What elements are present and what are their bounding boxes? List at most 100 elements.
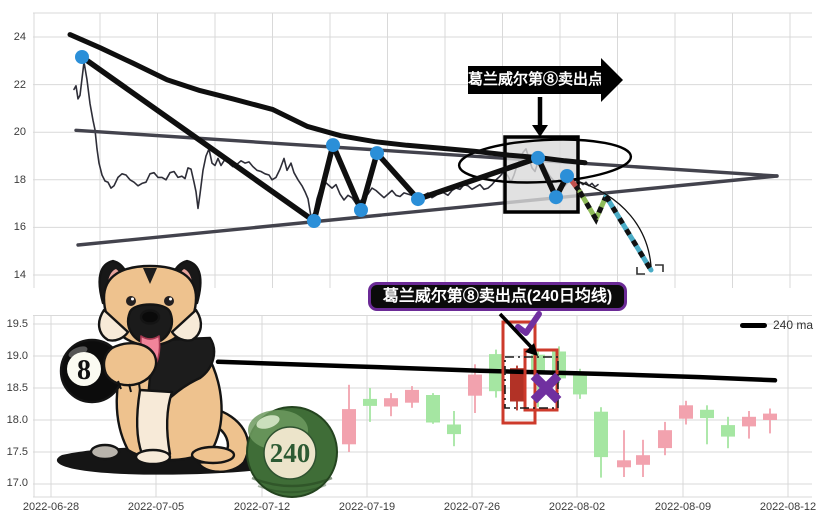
dog-right-eye bbox=[164, 296, 174, 306]
dog-foreleg bbox=[136, 388, 174, 456]
bot-ytick-19-0: 19.0 bbox=[6, 350, 28, 362]
candle-body bbox=[679, 405, 693, 419]
ball-240-illustration: 240 bbox=[246, 406, 338, 498]
eight-ball-circle bbox=[67, 352, 101, 386]
sell-point-ribbon-label: 葛兰威尔第⑧卖出点 bbox=[468, 71, 604, 88]
candle-body bbox=[510, 368, 524, 402]
pivot-dot bbox=[411, 192, 425, 207]
dog-nose bbox=[139, 309, 161, 325]
legend-line-swatch bbox=[740, 322, 767, 328]
ball-240-circle bbox=[263, 426, 317, 480]
ball-240-number: 240 bbox=[270, 438, 311, 468]
pivot-dot bbox=[531, 150, 545, 165]
candle-body bbox=[363, 398, 377, 406]
eye-glint bbox=[131, 297, 134, 301]
dash-dot-zone-box bbox=[504, 356, 559, 409]
ribbon-down-arrow-head bbox=[532, 125, 548, 137]
dog-hind-paw bbox=[190, 445, 236, 465]
pivot-dot bbox=[307, 214, 321, 228]
top-ytick-24: 24 bbox=[13, 31, 26, 43]
eight-ball-number: 8 bbox=[77, 355, 91, 386]
candle-body bbox=[742, 416, 756, 427]
sell-zone-highlight-box bbox=[503, 135, 580, 214]
ball-240-texture bbox=[257, 484, 327, 494]
sell-point-ma-ribbon-label: 葛兰威尔第⑧卖出点(240日均线) bbox=[382, 288, 613, 305]
legend-240ma: 240 ma bbox=[740, 318, 813, 332]
bot-ytick-19-5: 19.5 bbox=[6, 318, 28, 330]
legend-label: 240 ma bbox=[773, 318, 814, 332]
pivot-dot bbox=[75, 50, 89, 64]
candle-body bbox=[573, 373, 587, 395]
series-proj-green-dashes bbox=[577, 190, 609, 225]
candle-body bbox=[763, 413, 777, 420]
ma-240-path bbox=[215, 359, 778, 383]
candle-body bbox=[426, 395, 440, 423]
ribbon-arrowhead bbox=[601, 58, 623, 102]
top-ytick-18: 18 bbox=[13, 174, 26, 186]
series-ma-smooth bbox=[67, 32, 588, 166]
xtick-2022-07-19: 2022-07-19 bbox=[338, 501, 396, 513]
top-ytick-20: 20 bbox=[13, 126, 26, 138]
pivot-dots bbox=[75, 50, 574, 228]
series-trend-lower bbox=[76, 174, 779, 247]
pebble bbox=[89, 443, 121, 461]
bot-ytick-18-5: 18.5 bbox=[6, 382, 28, 394]
sell-point-ma-ribbon: 葛兰威尔第⑧卖出点(240日均线) bbox=[368, 282, 627, 311]
target-bracket-right bbox=[655, 264, 664, 272]
dog-front-paw bbox=[134, 448, 172, 466]
xtick-2022-06-28: 2022-06-28 bbox=[22, 501, 80, 513]
candle-body bbox=[700, 409, 714, 419]
xtick-2022-08-02: 2022-08-02 bbox=[548, 501, 606, 513]
candle-body bbox=[594, 411, 608, 458]
bot-ytick-17-0: 17.0 bbox=[6, 477, 28, 489]
bot-ytick-17-5: 17.5 bbox=[6, 446, 28, 458]
pivot-dot bbox=[370, 146, 384, 161]
sell-candle-red-box-1 bbox=[501, 320, 537, 425]
xtick-2022-07-12: 2022-07-12 bbox=[233, 501, 291, 513]
target-bracket-left bbox=[636, 267, 645, 275]
pivot-dot bbox=[560, 169, 574, 183]
xtick-2022-07-05: 2022-07-05 bbox=[127, 501, 185, 513]
dog-tail bbox=[196, 406, 250, 473]
pivot-dot bbox=[354, 203, 368, 217]
eye-glint bbox=[169, 297, 172, 301]
candle-body bbox=[721, 425, 735, 437]
bot-ytick-18-0: 18.0 bbox=[6, 414, 28, 426]
series-proj-cyan-dashes bbox=[603, 194, 654, 272]
dog-paw-on-ball bbox=[102, 342, 158, 387]
candle-body bbox=[658, 430, 672, 449]
top-ytick-14: 14 bbox=[13, 269, 26, 281]
ball-240-texture bbox=[251, 476, 333, 488]
candle-body bbox=[405, 389, 419, 403]
candle-body bbox=[617, 460, 631, 468]
top-chart-grid bbox=[33, 12, 812, 288]
x-mark bbox=[530, 372, 562, 404]
dog-right-cheek bbox=[170, 308, 203, 342]
german-shepherd-illustration: 8 bbox=[56, 259, 284, 475]
xtick-2022-08-12: 2022-08-12 bbox=[759, 501, 817, 513]
dog-left-eye bbox=[126, 296, 136, 306]
pivot-dot bbox=[549, 190, 563, 205]
pivot-dot bbox=[326, 138, 340, 153]
top-chart-series bbox=[73, 61, 779, 247]
candle-body bbox=[342, 409, 356, 445]
eight-ball-glint bbox=[68, 346, 88, 358]
diagonal-arrow-shaft bbox=[498, 312, 535, 351]
sell-point-ribbon: 葛兰威尔第⑧卖出点 bbox=[468, 58, 623, 102]
ball-240-glint bbox=[256, 415, 280, 429]
top-ytick-16: 16 bbox=[13, 221, 26, 233]
xtick-2022-08-09: 2022-08-09 bbox=[654, 501, 712, 513]
candle-body bbox=[636, 455, 650, 465]
candle-body bbox=[384, 398, 398, 407]
ma-240-line bbox=[215, 359, 778, 383]
diagonal-arrow-head bbox=[525, 343, 538, 356]
candle-body bbox=[447, 424, 461, 435]
dog-claws bbox=[117, 380, 141, 393]
xtick-2022-07-26: 2022-07-26 bbox=[443, 501, 501, 513]
dog-left-cheek bbox=[97, 308, 130, 342]
dog-forehead-blaze bbox=[143, 268, 157, 284]
series-trend-upper bbox=[74, 128, 779, 178]
candle-body bbox=[468, 374, 482, 396]
